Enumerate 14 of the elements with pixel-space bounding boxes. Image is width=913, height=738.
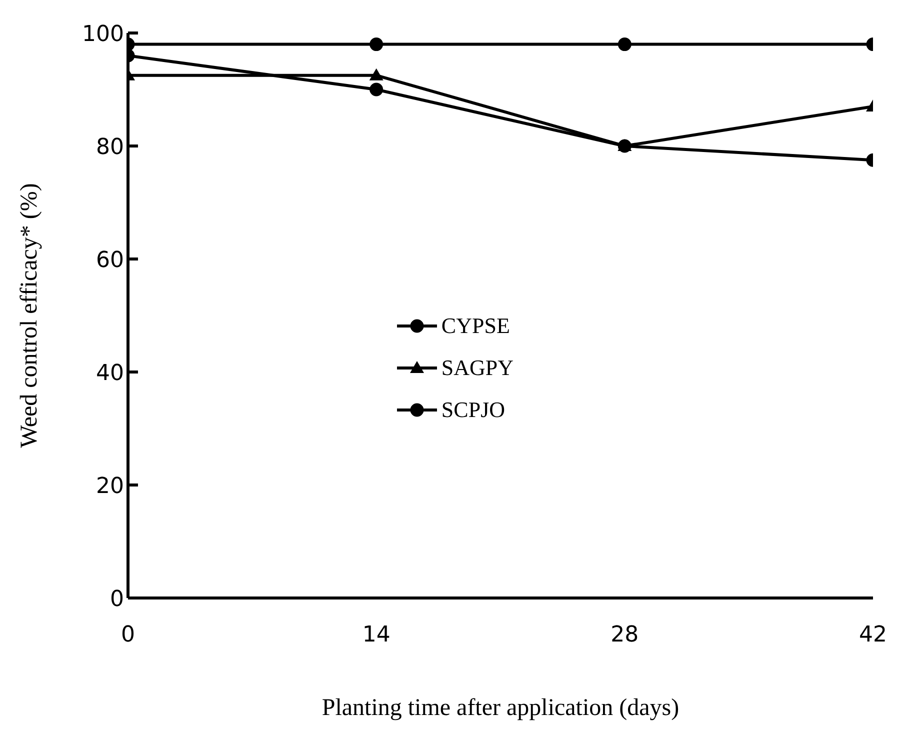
legend-label: SAGPY	[441, 355, 514, 381]
y-tick-label: 100	[82, 22, 124, 47]
x-tick-label: 14	[362, 622, 390, 648]
y-axis-title: Weed control efficacy* (%)	[16, 183, 43, 448]
x-tick-label: 28	[610, 622, 639, 648]
y-tick-label: 80	[96, 134, 124, 160]
y-tick-label: 60	[96, 248, 124, 273]
x-tick-label: 42	[859, 622, 887, 648]
y-tick-label: 40	[96, 360, 124, 386]
y-tick-label: 20	[96, 474, 124, 499]
y-tick-label: 0	[110, 586, 124, 612]
legend-label: CYPSE	[441, 313, 510, 339]
x-axis-title: Planting time after application (days)	[322, 695, 680, 722]
legend-label: SCPJO	[441, 397, 506, 423]
